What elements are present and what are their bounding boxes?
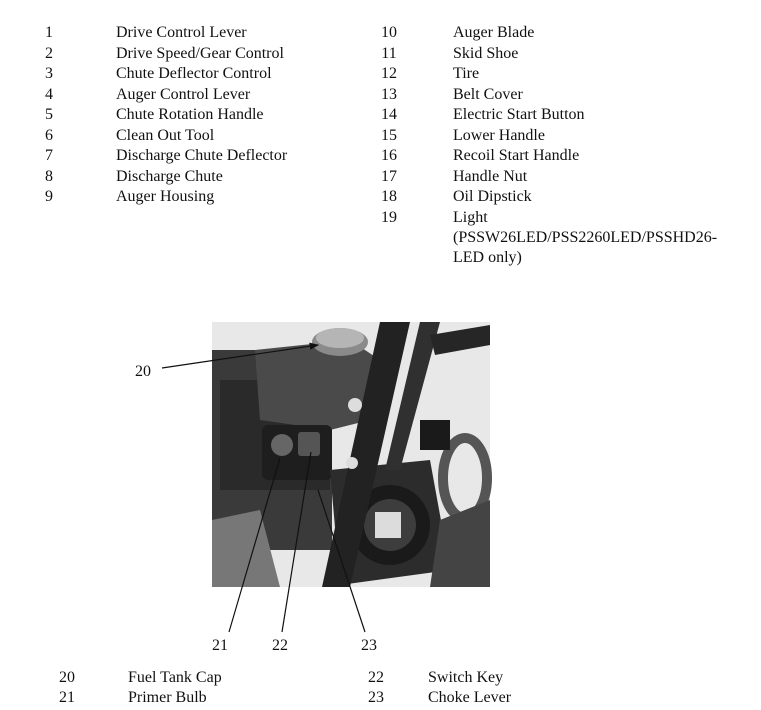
part-name: Belt Cover bbox=[453, 85, 523, 103]
callout-line bbox=[161, 342, 320, 369]
part-name: Clean Out Tool bbox=[116, 126, 215, 144]
part-number: 22 bbox=[368, 669, 384, 686]
callout-number: 23 bbox=[361, 637, 377, 654]
callout-number: 20 bbox=[135, 363, 151, 380]
part-number: 8 bbox=[45, 167, 53, 185]
part-number: 1 bbox=[45, 24, 53, 41]
part-name: Tire bbox=[453, 65, 480, 82]
part-name: Chute Deflector Control bbox=[116, 65, 272, 82]
part-name: Skid Shoe bbox=[453, 44, 519, 62]
part-name: Drive Control Lever bbox=[116, 24, 247, 41]
part-number: 21 bbox=[59, 689, 75, 706]
part-number: 6 bbox=[45, 126, 53, 144]
part-number: 18 bbox=[381, 188, 397, 205]
engine-photo bbox=[212, 322, 492, 587]
part-name: Auger Housing bbox=[116, 188, 215, 205]
part-number: 10 bbox=[381, 24, 397, 41]
part-name: Discharge Chute Deflector bbox=[116, 147, 288, 164]
part-name: Oil Dipstick bbox=[453, 188, 532, 205]
part-number: 16 bbox=[381, 147, 397, 164]
part-number: 5 bbox=[45, 106, 53, 123]
part-number: 7 bbox=[45, 147, 53, 164]
part-name: Chute Rotation Handle bbox=[116, 106, 264, 123]
part-number: 3 bbox=[45, 65, 53, 82]
part-name: Fuel Tank Cap bbox=[128, 669, 222, 686]
part-name: Light (PSSW26LED/PSS2260LED/PSSHD26-LED … bbox=[453, 208, 718, 266]
part-number: 17 bbox=[381, 167, 397, 185]
part-name: Lower Handle bbox=[453, 126, 545, 144]
callout-line bbox=[228, 457, 281, 633]
callout-number: 22 bbox=[272, 637, 288, 654]
part-name: Recoil Start Handle bbox=[453, 147, 580, 164]
part-number: 20 bbox=[59, 669, 75, 686]
part-number: 19 bbox=[381, 208, 397, 226]
part-number: 23 bbox=[368, 689, 384, 706]
callout-number: 21 bbox=[212, 637, 228, 654]
part-name: Electric Start Button bbox=[453, 106, 585, 123]
callout-line bbox=[317, 489, 366, 633]
part-name: Switch Key bbox=[428, 669, 504, 686]
part-name: Primer Bulb bbox=[128, 689, 207, 706]
part-name: Auger Control Lever bbox=[116, 85, 251, 103]
part-name: Choke Lever bbox=[428, 689, 512, 706]
part-name: Auger Blade bbox=[453, 24, 535, 41]
callout-line bbox=[281, 451, 312, 633]
part-number: 2 bbox=[45, 44, 53, 62]
part-name: Discharge Chute bbox=[116, 167, 223, 185]
part-number: 14 bbox=[381, 106, 397, 123]
part-number: 11 bbox=[381, 44, 397, 62]
part-number: 9 bbox=[45, 188, 53, 205]
part-name: Drive Speed/Gear Control bbox=[116, 44, 284, 62]
callout-lines bbox=[161, 342, 366, 633]
part-number: 15 bbox=[381, 126, 397, 144]
part-number: 12 bbox=[381, 65, 397, 82]
part-number: 4 bbox=[45, 85, 53, 103]
part-name: Handle Nut bbox=[453, 167, 528, 185]
part-number: 13 bbox=[381, 85, 397, 103]
